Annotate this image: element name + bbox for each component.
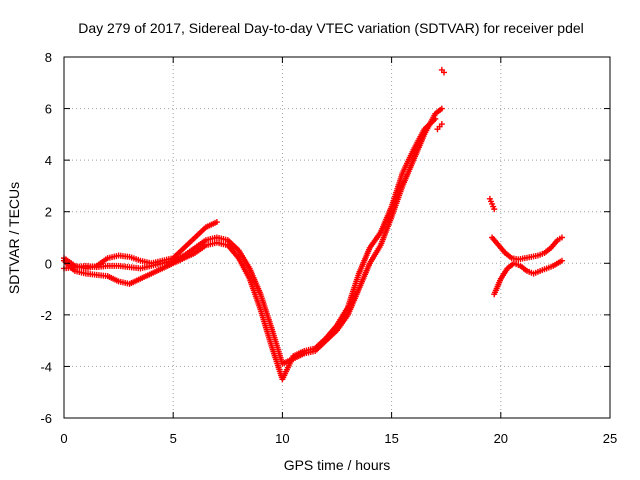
chart-title: Day 279 of 2017, Sidereal Day-to-day VTE… — [78, 20, 584, 36]
y-tick-label: 2 — [45, 205, 52, 220]
y-tick-label: 8 — [45, 50, 52, 65]
data-point — [438, 105, 445, 112]
data-point — [213, 219, 220, 226]
plot-frame — [63, 56, 611, 419]
y-tick-label: -4 — [40, 359, 52, 374]
data-point — [441, 69, 448, 76]
x-tick-label: 20 — [494, 431, 508, 446]
x-axis-label: GPS time / hours — [284, 457, 391, 473]
y-tick-label: 4 — [45, 153, 52, 168]
grid — [64, 57, 610, 418]
data-point — [432, 115, 439, 122]
data-point — [558, 257, 565, 264]
y-axis-label: SDTVAR / TECUs — [6, 182, 22, 294]
x-tick-label: 0 — [60, 431, 67, 446]
x-tick-label: 10 — [275, 431, 289, 446]
x-tick-label: 25 — [603, 431, 617, 446]
x-tick-label: 15 — [384, 431, 398, 446]
y-tick-label: 0 — [45, 256, 52, 271]
data-point — [558, 234, 565, 241]
x-tick-label: 5 — [170, 431, 177, 446]
y-tick-label: -6 — [40, 411, 52, 426]
axis-ticks: 0 5 10 15 20 25 -6 -4 -2 0 2 4 6 8 — [40, 50, 617, 446]
data-point — [491, 206, 498, 213]
data-points — [61, 66, 565, 383]
data-point — [438, 121, 445, 128]
y-tick-label: 6 — [45, 102, 52, 117]
y-tick-label: -2 — [40, 308, 52, 323]
